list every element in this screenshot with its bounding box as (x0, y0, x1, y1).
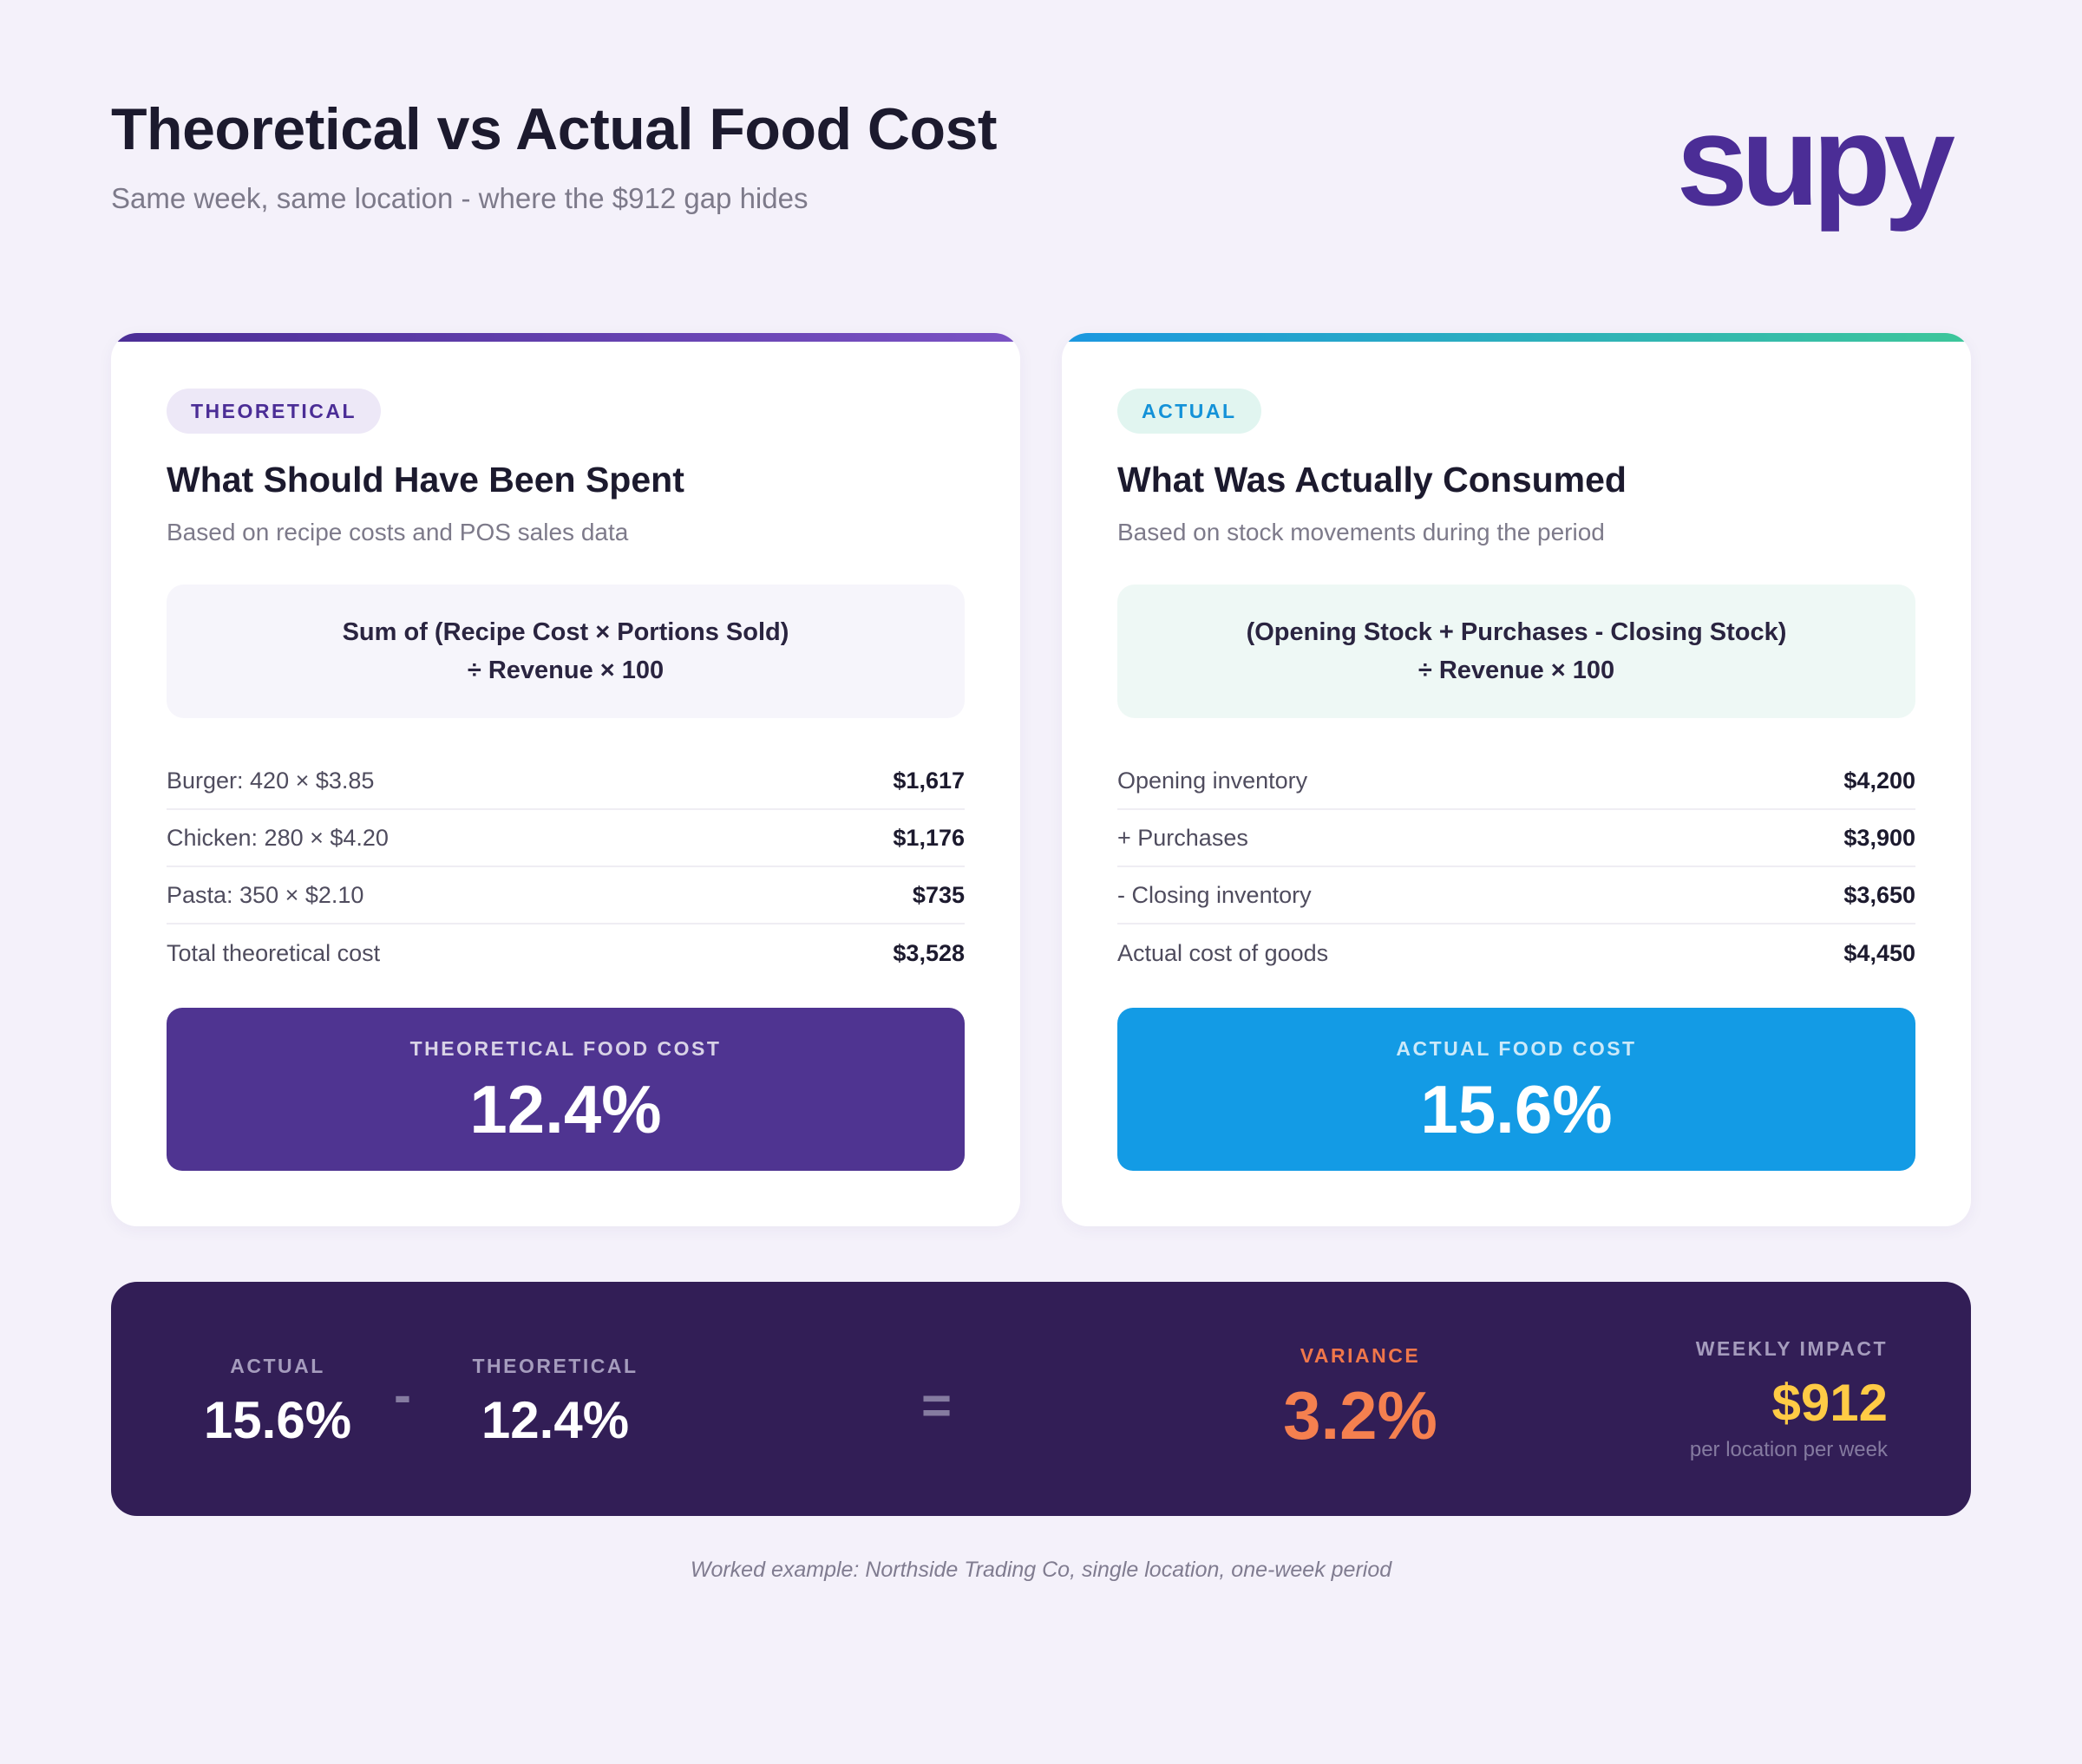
row-label: Opening inventory (1117, 767, 1308, 794)
summary-actual-label: ACTUAL (230, 1355, 325, 1377)
weekly-impact-value: $912 (1771, 1374, 1888, 1432)
summary-theoretical: THEORETICAL 12.4% (468, 1355, 642, 1450)
summary-theoretical-value: 12.4% (481, 1391, 630, 1449)
footnote: Worked example: Northside Trading Co, si… (690, 1558, 1392, 1582)
summary-weekly-impact: WEEKLY IMPACT $912 per location per week (1690, 1337, 1888, 1462)
breakdown-row: - Closing inventory $3,650 (1117, 867, 1915, 924)
actual-card-subtitle: Based on stock movements during the peri… (1117, 519, 1605, 546)
row-label: Chicken: 280 × $4.20 (167, 824, 389, 851)
summary-actual: ACTUAL 15.6% (191, 1355, 364, 1450)
breakdown-row-total: Total theoretical cost $3,528 (167, 924, 965, 982)
theoretical-result-value: 12.4% (469, 1071, 662, 1147)
row-value: $3,650 (1843, 881, 1915, 908)
actual-breakdown: Opening inventory $4,200 + Purchases $3,… (1117, 753, 1915, 982)
row-label: Pasta: 350 × $2.10 (167, 881, 364, 908)
variance-summary-bar: ACTUAL 15.6% - THEORETICAL 12.4% = VARIA… (111, 1282, 1971, 1516)
theoretical-accent-bar (111, 333, 1020, 342)
theoretical-breakdown: Burger: 420 × $3.85 $1,617 Chicken: 280 … (167, 753, 965, 982)
actual-result-label: ACTUAL FOOD COST (1396, 1037, 1637, 1060)
actual-formula-line2: ÷ Revenue × 100 (1417, 657, 1615, 684)
theoretical-badge: THEORETICAL (167, 389, 382, 434)
row-label: Actual cost of goods (1117, 939, 1329, 966)
equals-sign: = (921, 1376, 953, 1434)
breakdown-row: + Purchases $3,900 (1117, 810, 1915, 867)
row-value: $4,450 (1843, 939, 1915, 966)
minus-sign: - (394, 1366, 411, 1424)
header: Theoretical vs Actual Food Cost Same wee… (111, 95, 998, 215)
page-subtitle: Same week, same location - where the $91… (111, 182, 809, 214)
actual-result-panel: ACTUAL FOOD COST 15.6% (1117, 1008, 1915, 1171)
row-label: Burger: 420 × $3.85 (167, 767, 375, 794)
theoretical-result-panel: THEORETICAL FOOD COST 12.4% (167, 1008, 965, 1171)
summary-theoretical-label: THEORETICAL (472, 1355, 638, 1377)
row-label: + Purchases (1117, 824, 1248, 851)
breakdown-row-total: Actual cost of goods $4,450 (1117, 924, 1915, 982)
actual-result-value: 15.6% (1420, 1071, 1613, 1147)
theoretical-formula-line1: Sum of (Recipe Cost × Portions Sold) (342, 618, 789, 646)
breakdown-row: Burger: 420 × $3.85 $1,617 (167, 753, 965, 810)
theoretical-card-title: What Should Have Been Spent (167, 460, 684, 500)
breakdown-row: Pasta: 350 × $2.10 $735 (167, 867, 965, 924)
row-value: $1,617 (893, 767, 965, 794)
actual-formula: (Opening Stock + Purchases - Closing Sto… (1117, 585, 1915, 718)
theoretical-formula-line2: ÷ Revenue × 100 (467, 657, 665, 684)
row-label: Total theoretical cost (167, 939, 381, 966)
actual-card-title: What Was Actually Consumed (1117, 460, 1627, 500)
page-title: Theoretical vs Actual Food Cost (111, 96, 998, 162)
actual-badge: ACTUAL (1117, 389, 1261, 434)
supy-logo: supy (1676, 89, 1955, 232)
theoretical-result-label: THEORETICAL FOOD COST (409, 1037, 722, 1060)
summary-variance-value: 3.2% (1283, 1377, 1437, 1454)
row-value: $3,900 (1843, 824, 1915, 851)
actual-formula-line1: (Opening Stock + Purchases - Closing Sto… (1246, 618, 1787, 646)
summary-variance: VARIANCE 3.2% (1239, 1344, 1482, 1455)
actual-card: ACTUAL What Was Actually Consumed Based … (1062, 333, 1971, 1226)
theoretical-card-subtitle: Based on recipe costs and POS sales data (167, 519, 629, 546)
row-label: - Closing inventory (1117, 881, 1312, 908)
theoretical-formula: Sum of (Recipe Cost × Portions Sold) ÷ R… (167, 585, 965, 718)
breakdown-row: Chicken: 280 × $4.20 $1,176 (167, 810, 965, 867)
row-value: $4,200 (1843, 767, 1915, 794)
weekly-impact-label: WEEKLY IMPACT (1695, 1337, 1888, 1360)
summary-actual-value: 15.6% (203, 1391, 352, 1449)
theoretical-card: THEORETICAL What Should Have Been Spent … (111, 333, 1020, 1226)
weekly-impact-note: per location per week (1689, 1438, 1888, 1461)
breakdown-row: Opening inventory $4,200 (1117, 753, 1915, 810)
summary-variance-label: VARIANCE (1300, 1344, 1421, 1367)
actual-accent-bar (1062, 333, 1971, 342)
row-value: $3,528 (893, 939, 965, 966)
row-value: $735 (912, 881, 965, 908)
row-value: $1,176 (893, 824, 965, 851)
